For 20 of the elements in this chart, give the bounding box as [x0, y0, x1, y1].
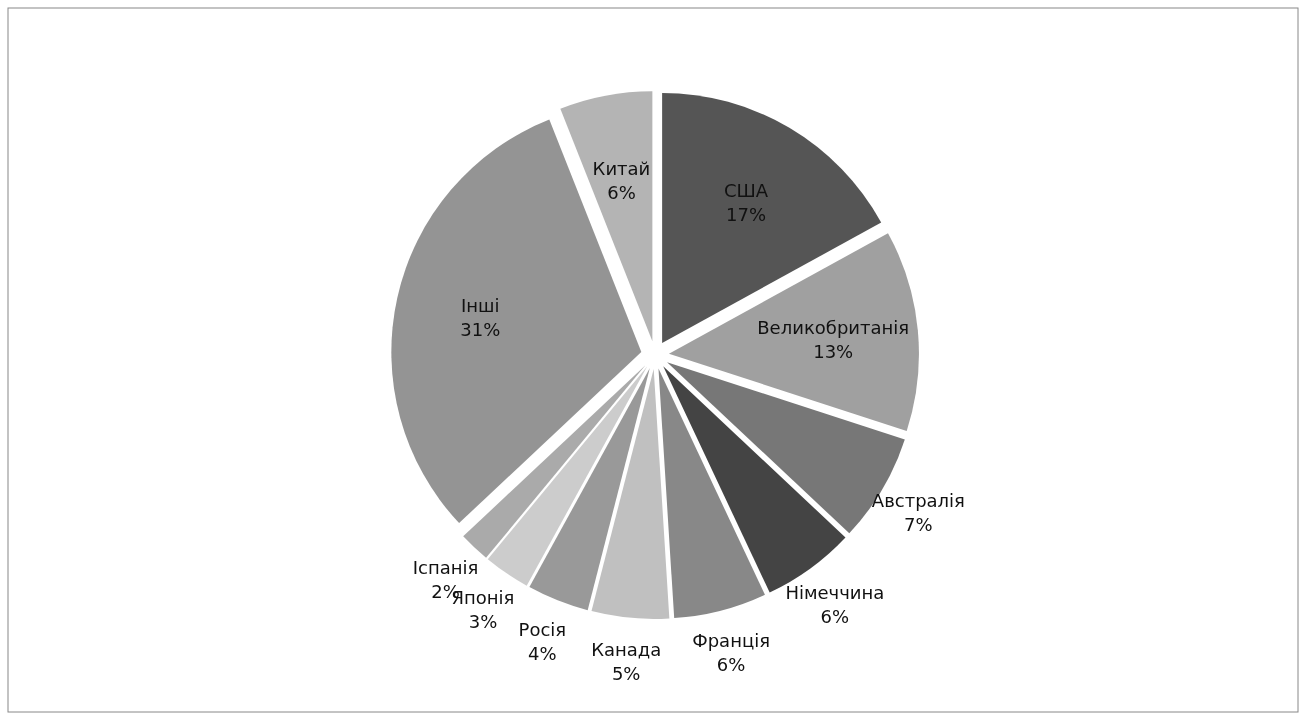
data-label: 6% [820, 605, 850, 627]
slice-label: Іспанія [412, 557, 479, 579]
slice-label: США [724, 179, 769, 201]
data-label: 4% [528, 642, 557, 664]
data-label: 31% [460, 318, 501, 340]
data-label: 6% [716, 654, 746, 676]
slice-label: Німеччина [785, 581, 885, 603]
slice-label: Франція [692, 630, 771, 652]
slice-label: Великобританія [757, 317, 910, 339]
slice-label: Росія [518, 618, 567, 640]
slice-label: Австралія [871, 489, 965, 511]
slice-label: Китай [592, 158, 651, 180]
data-label: 13% [813, 341, 854, 363]
data-label: 7% [904, 513, 933, 535]
slice-label: Канада [591, 638, 662, 660]
data-label: 5% [611, 662, 641, 684]
slice-label: Інші [461, 294, 500, 316]
data-label: 6% [607, 182, 636, 204]
data-label: 3% [468, 611, 498, 633]
data-label: 17% [726, 203, 767, 225]
